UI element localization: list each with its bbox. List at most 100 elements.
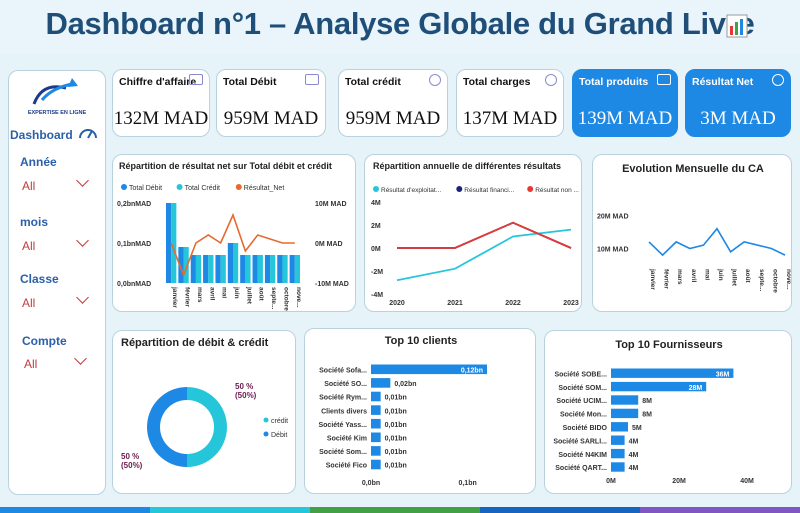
header-bar <box>0 0 800 54</box>
legend-label: Résultat financi... <box>464 187 514 194</box>
bar-debit <box>215 255 221 283</box>
bar-credit <box>220 255 226 283</box>
chart-card-debit-credit: Répartition de débit & crédit 50 % (50%) 5… <box>112 330 296 494</box>
y-tick-label: 2M <box>371 223 381 230</box>
chart-clients-svg: Société Sofa... 0,12bn Société SO... 0,02bn… <box>318 364 487 487</box>
y-tick-label: -4M <box>371 292 383 299</box>
bar-credit <box>171 203 177 283</box>
x-tick-label: mars <box>196 287 203 303</box>
bar-credit <box>257 255 263 283</box>
bar <box>371 432 381 443</box>
x-tick-label: juin <box>233 286 240 299</box>
legend-marker <box>456 186 463 192</box>
legend-label: Débit <box>271 432 287 439</box>
line-series-0 <box>396 228 572 282</box>
x-tick-label: avril <box>690 269 697 283</box>
x-tick-label: nove... <box>785 269 792 290</box>
bar-credit <box>183 247 189 283</box>
filter-label-classe: Classe <box>20 272 59 286</box>
bar-category-label: Société SOBE... <box>554 371 607 378</box>
kpi-value: 132M MAD <box>113 108 209 129</box>
filter-mois-value[interactable]: All <box>22 239 36 253</box>
bar-debit <box>240 255 246 283</box>
slice-percent-label: (50%) <box>121 461 143 470</box>
bar-category-label: Société BIDO <box>563 425 608 432</box>
y-tick-label: 10M MAD <box>597 247 629 254</box>
bar-credit <box>245 255 251 283</box>
footer-strip-1 <box>0 507 150 513</box>
y-tick-label: 0,2bnMAD <box>117 201 151 208</box>
chart-card-top-fournisseurs: Top 10 Fournisseurs Société SOBE... 36M So… <box>544 330 792 494</box>
money-icon <box>305 74 319 85</box>
chart-resultat-net-svg: Total Débit Total Crédit Résultat_Net 0,2bn… <box>117 184 349 311</box>
footer-strip-2 <box>150 507 310 513</box>
money-bag-icon <box>545 74 557 86</box>
bar-credit <box>282 255 288 283</box>
page-title-text: Dashboard n°1 – Analyse Globale du Grand… <box>45 6 755 41</box>
kpi-total-produits: Total produits 139M MAD <box>572 69 678 137</box>
bar-debit <box>190 255 196 283</box>
kpi-label: Total Débit <box>223 76 277 88</box>
x-tick-label: septe... <box>270 287 277 310</box>
chart-card-top-clients: Top 10 clients Société Sofa... 0,12bn Soci… <box>304 328 536 494</box>
money-stack-icon <box>657 74 671 85</box>
legend-label: Résultat d'exploitat... <box>381 187 441 194</box>
bar-debit <box>227 243 233 283</box>
bar-data-label: 0,01bn <box>385 463 407 470</box>
x-tick-label: juillet <box>245 286 252 305</box>
bar <box>371 378 391 388</box>
bar-credit <box>270 255 276 283</box>
y-tick-label: 0,0bnMAD <box>117 281 151 288</box>
kpi-total-credit: Total crédit 959M MAD <box>338 69 448 137</box>
line-series-2 <box>397 221 572 249</box>
kpi-value: 3M MAD <box>700 108 776 129</box>
company-logo: EXPERTISE EN LIGNE <box>22 74 92 120</box>
filter-annee-value[interactable]: All <box>22 179 36 193</box>
x-tick-label: 40M <box>740 478 754 485</box>
chart-card-evolution-ca: Evolution Mensuelle du CA 20M MAD 10M MAD… <box>592 154 792 312</box>
y-tick-label: 20M MAD <box>597 214 629 221</box>
kpi-label: Total crédit <box>345 76 401 88</box>
bar-debit <box>277 255 283 283</box>
kpi-label: Résultat Net <box>692 76 754 88</box>
legend-label: Total Crédit <box>185 185 220 192</box>
bar <box>611 422 628 432</box>
x-tick-label: 0,1bn <box>458 480 476 487</box>
filter-classe-value[interactable]: All <box>22 296 36 310</box>
kpi-chiffre-affaire: Chiffre d'affaire 132M MAD <box>112 69 210 137</box>
kpi-value: 139M MAD <box>577 108 673 129</box>
bar-category-label: Société SARLI... <box>553 438 607 445</box>
bar <box>611 408 639 419</box>
filter-label-compte: Compte <box>22 334 67 348</box>
bar-data-label: 0,01bn <box>385 395 407 402</box>
bar-category-label: Société UCIM... <box>556 398 607 405</box>
bar <box>611 462 625 472</box>
filter-compte-value[interactable]: All <box>24 357 38 371</box>
gauge-icon <box>78 124 98 145</box>
money-bag-icon <box>772 74 784 86</box>
chart-annual-svg: Résultat d'exploitat... Résultat financi.… <box>371 186 579 307</box>
bar-data-label: 4M <box>629 438 639 445</box>
bar-debit <box>252 255 258 283</box>
bar-category-label: Clients divers <box>321 408 367 415</box>
x-tick-label: mai <box>703 269 710 280</box>
bar-category-label: Société N4KIM <box>558 452 607 459</box>
donut-slice-crédit <box>187 387 227 467</box>
bar-data-label: 0,01bn <box>385 408 407 415</box>
cash-icon <box>189 74 203 85</box>
legend-label: Total Débit <box>129 185 162 192</box>
legend-label: Résultat non ... <box>535 187 579 194</box>
bar-category-label: Société Sofa... <box>319 368 367 375</box>
chart-ca-svg: 20M MAD 10M MAD janvier février mars avril mai… <box>597 214 792 294</box>
chart-title: Répartition annuelle de différentes résu… <box>373 161 562 171</box>
footer-strip-4 <box>480 507 640 513</box>
footer-strip-5 <box>640 507 800 513</box>
kpi-value: 137M MAD <box>462 108 558 129</box>
bar-chart-icon <box>726 14 748 38</box>
x-tick-label: mars <box>676 269 683 285</box>
bar-debit <box>165 203 172 283</box>
x-tick-label: 20M <box>672 478 686 485</box>
legend-marker <box>373 186 379 192</box>
bar-category-label: Société Rym... <box>319 395 367 402</box>
chart-card-repartition-annuelle: Répartition annuelle de différentes résu… <box>364 154 582 312</box>
